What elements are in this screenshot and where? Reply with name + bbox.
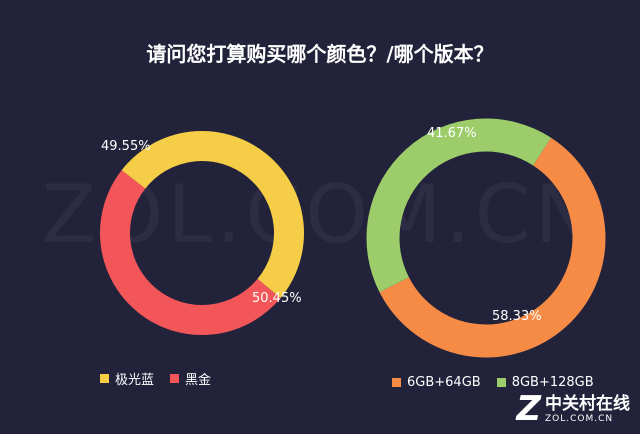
logo-en: ZOL.COM.CN bbox=[545, 413, 614, 424]
slice-value-label: 58.33% bbox=[492, 309, 542, 324]
legend-swatch bbox=[100, 374, 109, 383]
legend-label: 极光蓝 bbox=[115, 373, 155, 388]
slice-value-label: 41.67% bbox=[427, 126, 477, 141]
version-donut-chart: 58.33% 41.67% bbox=[366, 118, 606, 358]
slice-value-label: 50.45% bbox=[252, 291, 302, 306]
legend-item-aurora-blue: 极光蓝 bbox=[100, 369, 154, 388]
legend-item-black-gold: 黑金 bbox=[170, 369, 211, 388]
slice-value-label: 49.55% bbox=[101, 139, 151, 154]
legend-item-8gb-128gb: 8GB+128GB bbox=[496, 375, 594, 390]
logo-mark: Z bbox=[516, 389, 541, 429]
legend-item-6gb-64gb: 6GB+64GB bbox=[392, 375, 481, 390]
chart-title: 请问您打算购买哪个颜色？/哪个版本？ bbox=[146, 42, 494, 66]
legend-swatch bbox=[496, 378, 506, 387]
color-donut-chart: 50.45% 49.55% bbox=[100, 131, 304, 335]
version-legend: 6GB+64GB 8GB+128GB bbox=[392, 375, 610, 390]
legend-label: 6GB+64GB bbox=[407, 375, 481, 390]
legend-label: 8GB+128GB bbox=[511, 375, 594, 390]
donut-slice bbox=[121, 131, 304, 299]
color-legend: 极光蓝 黑金 bbox=[100, 369, 227, 388]
donut-slice bbox=[100, 170, 281, 335]
logo-cn: 中关村在线 bbox=[545, 393, 630, 414]
donut-slice bbox=[379, 137, 606, 358]
legend-swatch bbox=[392, 378, 401, 387]
legend-swatch bbox=[170, 374, 180, 383]
donut-slice bbox=[366, 118, 552, 293]
legend-label: 黑金 bbox=[185, 373, 212, 388]
zol-logo: Z 中关村在线 ZOL.COM.CN bbox=[516, 392, 630, 426]
